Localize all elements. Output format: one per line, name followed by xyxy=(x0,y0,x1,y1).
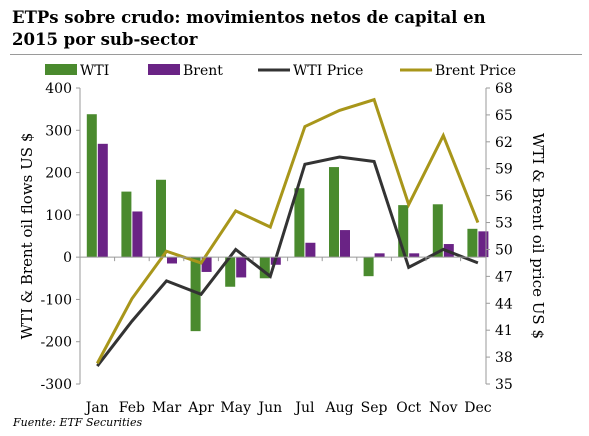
right-tick-label: 53 xyxy=(495,216,513,232)
chart-title-line-1: ETPs sobre crudo: movimientos netos de c… xyxy=(12,8,486,27)
x-tick-label: Jul xyxy=(293,400,315,416)
x-tick-label: Jun xyxy=(256,400,282,416)
left-tick-label: 400 xyxy=(45,81,72,97)
legend-label: WTI Price xyxy=(293,63,363,79)
x-tick-label: Jan xyxy=(84,400,109,416)
right-tick-label: 41 xyxy=(495,323,513,339)
wti-bar xyxy=(398,205,409,258)
left-axis-title: WTI & Brent oil flows US $ xyxy=(18,133,36,340)
brent-bar xyxy=(132,211,143,258)
brent-bar xyxy=(97,143,108,258)
wti-price-line xyxy=(96,155,479,367)
right-tick-label: 65 xyxy=(495,108,513,124)
x-tick-label: Mar xyxy=(152,400,182,416)
legend-swatch-brent xyxy=(148,64,180,75)
brent-bar xyxy=(201,257,212,272)
left-tick-label: 300 xyxy=(45,123,72,139)
source-note: Fuente: ETF Securities xyxy=(13,416,143,429)
left-tick-label: -200 xyxy=(41,335,72,351)
x-tick-label: Aug xyxy=(324,400,353,416)
x-tick-label: May xyxy=(220,400,251,416)
right-tick-label: 47 xyxy=(495,269,513,285)
x-tick-label: Nov xyxy=(429,400,458,416)
right-tick-label: 62 xyxy=(495,135,513,151)
wti-bar xyxy=(121,191,132,258)
wti-bar xyxy=(432,204,443,258)
brent-bar xyxy=(167,257,177,264)
brent-bar xyxy=(409,253,420,258)
legend-label: Brent Price xyxy=(435,63,516,79)
wti-bar xyxy=(259,257,270,279)
x-tick-label: Oct xyxy=(396,400,421,416)
brent-bar xyxy=(374,253,385,258)
chart-legend: WTI Brent WTI Price Brent Price xyxy=(45,63,516,79)
right-tick-label: 56 xyxy=(495,189,513,205)
brent-bar xyxy=(340,230,350,258)
x-tick-label: Feb xyxy=(119,400,145,416)
wti-bar xyxy=(329,167,339,258)
bar-series-group xyxy=(86,114,489,332)
wti-bar xyxy=(156,179,166,258)
brent-bar xyxy=(236,257,247,278)
x-tick-label: Apr xyxy=(187,400,214,416)
x-tick-label: Sep xyxy=(361,400,388,416)
legend-label: WTI xyxy=(80,63,109,79)
wti-bar xyxy=(190,257,201,332)
right-tick-label: 50 xyxy=(495,242,513,258)
left-tick-label: 200 xyxy=(45,166,72,182)
legend-label: Brent xyxy=(183,63,223,79)
wti-bar xyxy=(86,114,97,258)
right-tick-label: 44 xyxy=(495,296,513,312)
brent-bar xyxy=(478,231,489,258)
left-tick-label: -300 xyxy=(41,377,72,393)
chart-title: ETPs sobre crudo: movimientos netos de c… xyxy=(12,7,552,51)
x-tick-label: Dec xyxy=(464,400,492,416)
wti-bar xyxy=(363,257,374,277)
line-series-group xyxy=(95,97,480,367)
wti-bar xyxy=(294,188,305,258)
legend-swatch-wti xyxy=(45,64,77,75)
wti-bar xyxy=(467,228,478,258)
title-divider xyxy=(10,54,582,55)
right-tick-label: 35 xyxy=(495,377,513,393)
left-tick-label: 0 xyxy=(63,250,72,266)
wti-bar xyxy=(225,257,236,287)
brent-bar xyxy=(305,242,316,258)
right-axis-title: WTI & Brent oil price US $ xyxy=(529,133,547,339)
right-tick-label: 59 xyxy=(495,162,513,178)
left-tick-label: 100 xyxy=(45,208,72,224)
left-tick-label: -100 xyxy=(41,292,72,308)
axes-group: 400 300 200 100 0 -100 -200 -300 68 65 62 59 56 53 50 4… xyxy=(18,81,547,416)
chart-title-line-2: 2015 por sub-sector xyxy=(12,30,198,49)
right-tick-label: 68 xyxy=(495,81,513,97)
right-tick-label: 38 xyxy=(495,350,513,366)
brent-price-line xyxy=(95,97,480,365)
